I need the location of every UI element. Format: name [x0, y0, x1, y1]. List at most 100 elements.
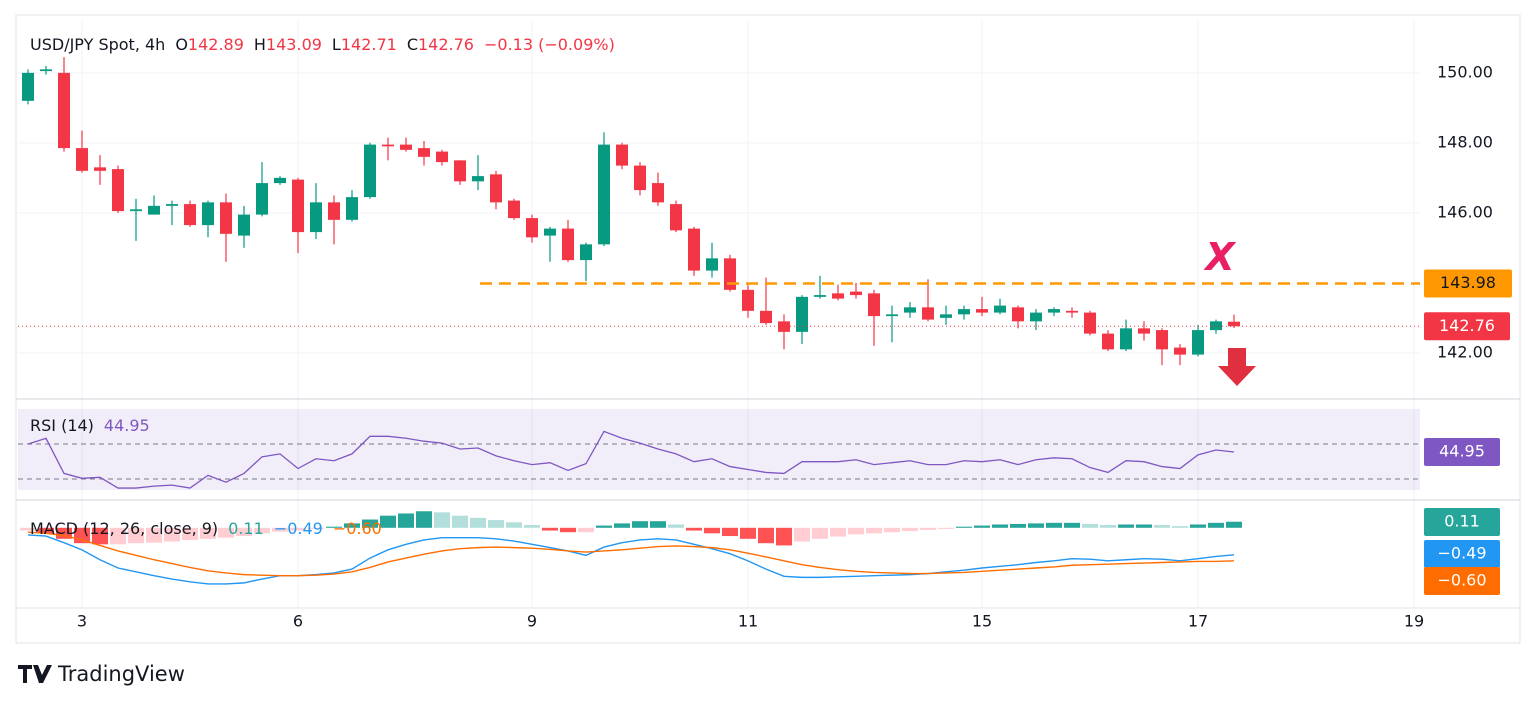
macd-legend: MACD (12, 26, close, 9) 0.11 −0.49 −0.60	[30, 519, 382, 538]
x-tick-label: 3	[77, 612, 87, 631]
macd-line	[27, 534, 1235, 585]
histogram-bar	[632, 521, 648, 528]
candle-body	[652, 183, 664, 203]
histogram-bar	[722, 527, 738, 537]
candle-body	[1210, 321, 1222, 331]
histogram-bar	[794, 527, 810, 542]
macd-label: 0.11	[1444, 512, 1480, 531]
y-tick-label: 142.00	[1437, 342, 1493, 361]
candle-body	[58, 72, 70, 149]
candle-body	[436, 151, 448, 163]
candle-body	[202, 202, 214, 226]
candle-body	[220, 202, 232, 234]
candle-body	[1048, 309, 1060, 313]
macd-value: −0.49	[274, 519, 323, 538]
labels: 142.00 146.00 148.00 150.00 3 6 9 11 15 17 19 143.9…	[77, 62, 1512, 631]
histogram-bar	[704, 527, 720, 534]
candle-body	[508, 200, 520, 219]
brand: TradingView	[18, 662, 185, 686]
candle-body	[580, 244, 592, 261]
y-tick-label: 146.00	[1437, 202, 1493, 221]
candle-body	[670, 204, 682, 231]
histogram-bar	[218, 527, 234, 538]
histogram-bar	[164, 527, 180, 542]
histogram-bar	[740, 527, 756, 539]
candle-body	[1084, 312, 1096, 334]
candle-body	[1174, 347, 1186, 355]
histogram-bar	[668, 524, 684, 528]
histogram-bar	[1190, 524, 1206, 528]
rsi-band	[18, 409, 1420, 490]
ohlc-label: H	[254, 35, 266, 54]
histogram-bar	[992, 524, 1008, 528]
histogram-bar	[1154, 525, 1170, 528]
grid	[18, 20, 1420, 608]
candle-body	[130, 209, 142, 212]
candle-body	[94, 167, 106, 171]
histogram-bar	[290, 527, 306, 531]
low-value: 142.71	[341, 35, 397, 54]
histogram-bar	[884, 527, 900, 533]
rsi-title: RSI (14)	[30, 416, 94, 435]
histogram-bar	[110, 527, 126, 545]
y-tick-label: 150.00	[1437, 62, 1493, 81]
candle-body	[184, 204, 196, 226]
x-tick-label: 15	[972, 612, 992, 631]
candle-body	[1228, 321, 1240, 327]
candle-body	[346, 197, 358, 220]
candle-body	[922, 307, 934, 320]
histogram-bar	[1028, 523, 1044, 528]
candle-body	[724, 258, 736, 290]
macd-label: −0.49	[1437, 544, 1486, 563]
candle-body	[148, 205, 160, 215]
histogram-bar	[56, 527, 72, 539]
candle-body	[634, 165, 646, 191]
candle-body	[814, 295, 826, 297]
histogram-bar	[1172, 526, 1188, 528]
macd-label-box	[1424, 567, 1500, 595]
histogram-bar	[524, 525, 540, 528]
histogram-bar	[776, 527, 792, 546]
histogram-bar	[326, 526, 342, 528]
histogram-bar	[362, 519, 378, 528]
histogram-bar	[92, 527, 108, 545]
candle-body	[1066, 310, 1078, 313]
histogram-bar	[1010, 523, 1026, 528]
histogram-bar	[506, 522, 522, 528]
x-tick-label: 6	[293, 612, 303, 631]
histogram-bar	[380, 515, 396, 528]
histogram-bar	[560, 527, 576, 533]
candle-body	[1120, 328, 1132, 350]
x-tick-label: 11	[738, 612, 758, 631]
histogram-bar	[1136, 524, 1152, 528]
candle-body	[958, 309, 970, 315]
histogram-bar	[830, 527, 846, 537]
candle-body	[112, 169, 124, 212]
histogram-bar	[902, 527, 918, 532]
symbol: USD/JPY Spot, 4h	[30, 35, 165, 54]
candle-body	[904, 307, 916, 313]
histogram-bar	[848, 527, 864, 535]
histogram-bar	[344, 523, 360, 528]
macd-label-box	[1424, 540, 1500, 568]
price-label-box	[1424, 312, 1510, 341]
candle-body	[796, 296, 808, 332]
brand-name: TradingView	[57, 662, 185, 686]
macd-label: −0.60	[1437, 571, 1486, 590]
histogram-bar	[614, 523, 630, 528]
histogram-bar	[578, 527, 594, 533]
candle-body	[40, 69, 52, 72]
down-arrow	[1218, 348, 1256, 386]
rsi-legend: RSI (14) 44.95	[30, 416, 150, 435]
candle-body	[22, 72, 34, 101]
histogram-bar	[938, 527, 954, 529]
histogram-bar	[488, 520, 504, 528]
histogram-bar	[1082, 523, 1098, 528]
histogram-bar	[1118, 524, 1134, 528]
histogram-bar	[1208, 522, 1224, 528]
histogram-bar	[866, 527, 882, 534]
histogram-bar	[470, 517, 486, 528]
x-tick-label: 19	[1404, 612, 1424, 631]
candle-body	[382, 144, 394, 147]
